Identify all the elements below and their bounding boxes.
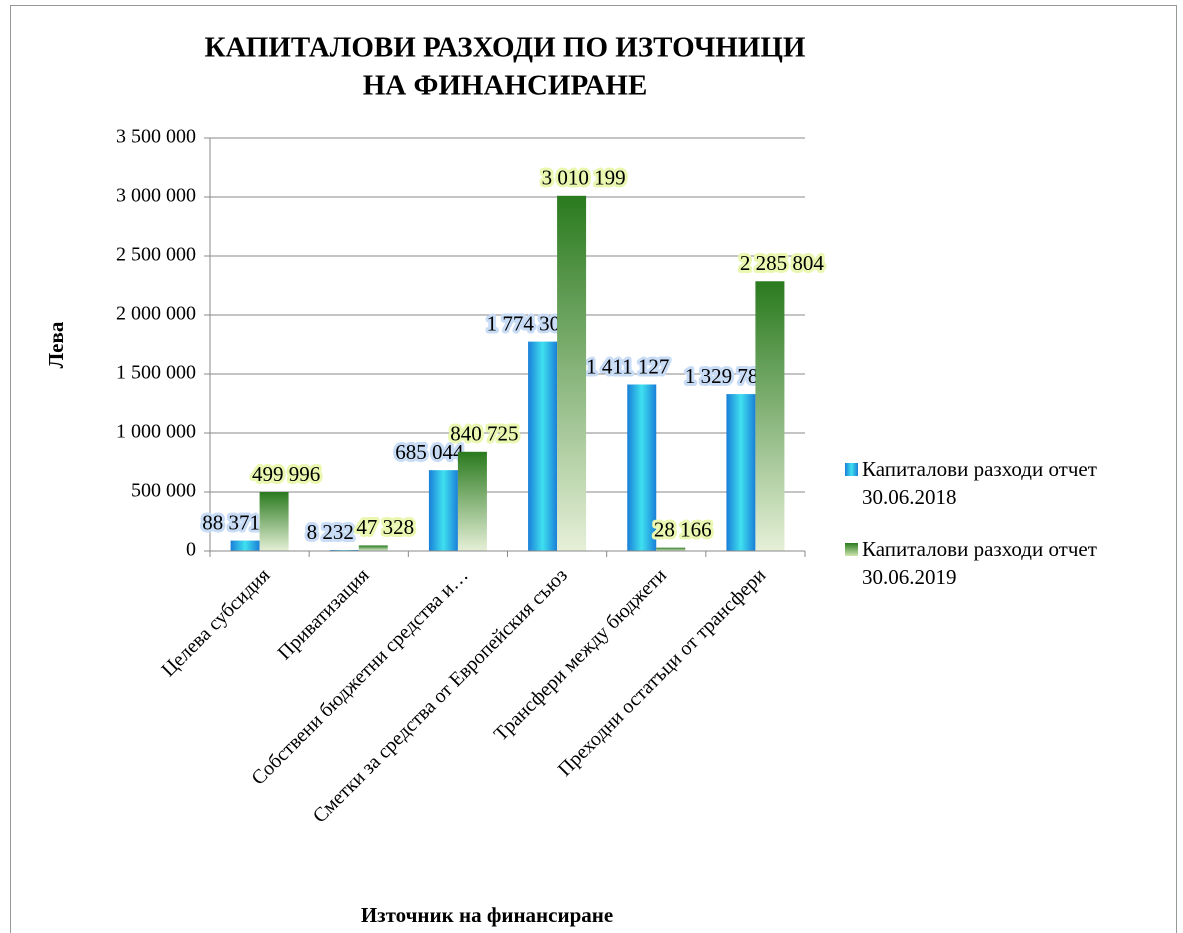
bar: [557, 195, 587, 552]
data-label: 88 371: [202, 510, 260, 534]
bar: [259, 492, 289, 551]
x-tick-label: Приватизация: [273, 564, 373, 664]
x-tick-label: Преходни остатъци от трансфери: [554, 564, 771, 781]
x-axis-title: Източник на финансиране: [361, 903, 613, 927]
x-tick-label: Собствени бюджетни средства и…: [247, 564, 472, 789]
data-label: 840 725: [450, 422, 518, 446]
legend-label: Капиталови разходи отчет 30.06.2018: [862, 457, 1097, 509]
y-tick-label: 0: [186, 539, 196, 561]
chart-title: НА ФИНАНСИРАНЕ: [363, 70, 648, 102]
y-axis-title: Лева: [44, 321, 68, 368]
legend-swatch: [845, 463, 858, 476]
bar: [755, 281, 785, 551]
legend-swatch: [845, 543, 858, 556]
y-tick-label: 2 500 000: [116, 244, 196, 266]
y-tick-label: 3 000 000: [116, 185, 196, 207]
legend-item: Капиталови разходи отчет 30.06.2018: [845, 455, 1175, 511]
data-label: 3 010 199: [542, 166, 626, 190]
data-label: 2 285 804: [740, 251, 825, 275]
data-label: 28 166: [654, 517, 712, 541]
bar: [627, 384, 657, 551]
y-tick-label: 1 000 000: [116, 421, 196, 443]
bar: [726, 394, 756, 551]
x-tick-label: Целева субсидия: [157, 564, 274, 681]
bar: [428, 470, 458, 551]
data-label: 499 996: [252, 462, 320, 486]
x-tick-label: Трансфери между бюджети: [490, 564, 671, 745]
bar: [528, 341, 558, 551]
y-tick-label: 2 000 000: [116, 303, 196, 325]
data-label: 47 328: [356, 515, 414, 539]
chart-border: [10, 5, 1177, 933]
legend-item: Капиталови разходи отчет 30.06.2019: [845, 535, 1175, 591]
chart-title: КАПИТАЛОВИ РАЗХОДИ ПО ИЗТОЧНИЦИ: [205, 32, 806, 64]
legend-label: Капиталови разходи отчет 30.06.2019: [862, 537, 1097, 589]
y-tick-label: 500 000: [131, 480, 196, 502]
data-label: 1 411 127: [586, 354, 669, 378]
data-label: 8 232: [307, 520, 354, 544]
y-tick-label: 3 500 000: [116, 126, 196, 148]
y-tick-label: 1 500 000: [116, 362, 196, 384]
bar: [230, 540, 260, 551]
legend: Капиталови разходи отчет 30.06.2018 Капит…: [845, 455, 1175, 615]
data-label: 685 044: [395, 440, 464, 464]
bar: [656, 547, 686, 551]
bar: [457, 451, 487, 551]
bar: [358, 545, 388, 551]
